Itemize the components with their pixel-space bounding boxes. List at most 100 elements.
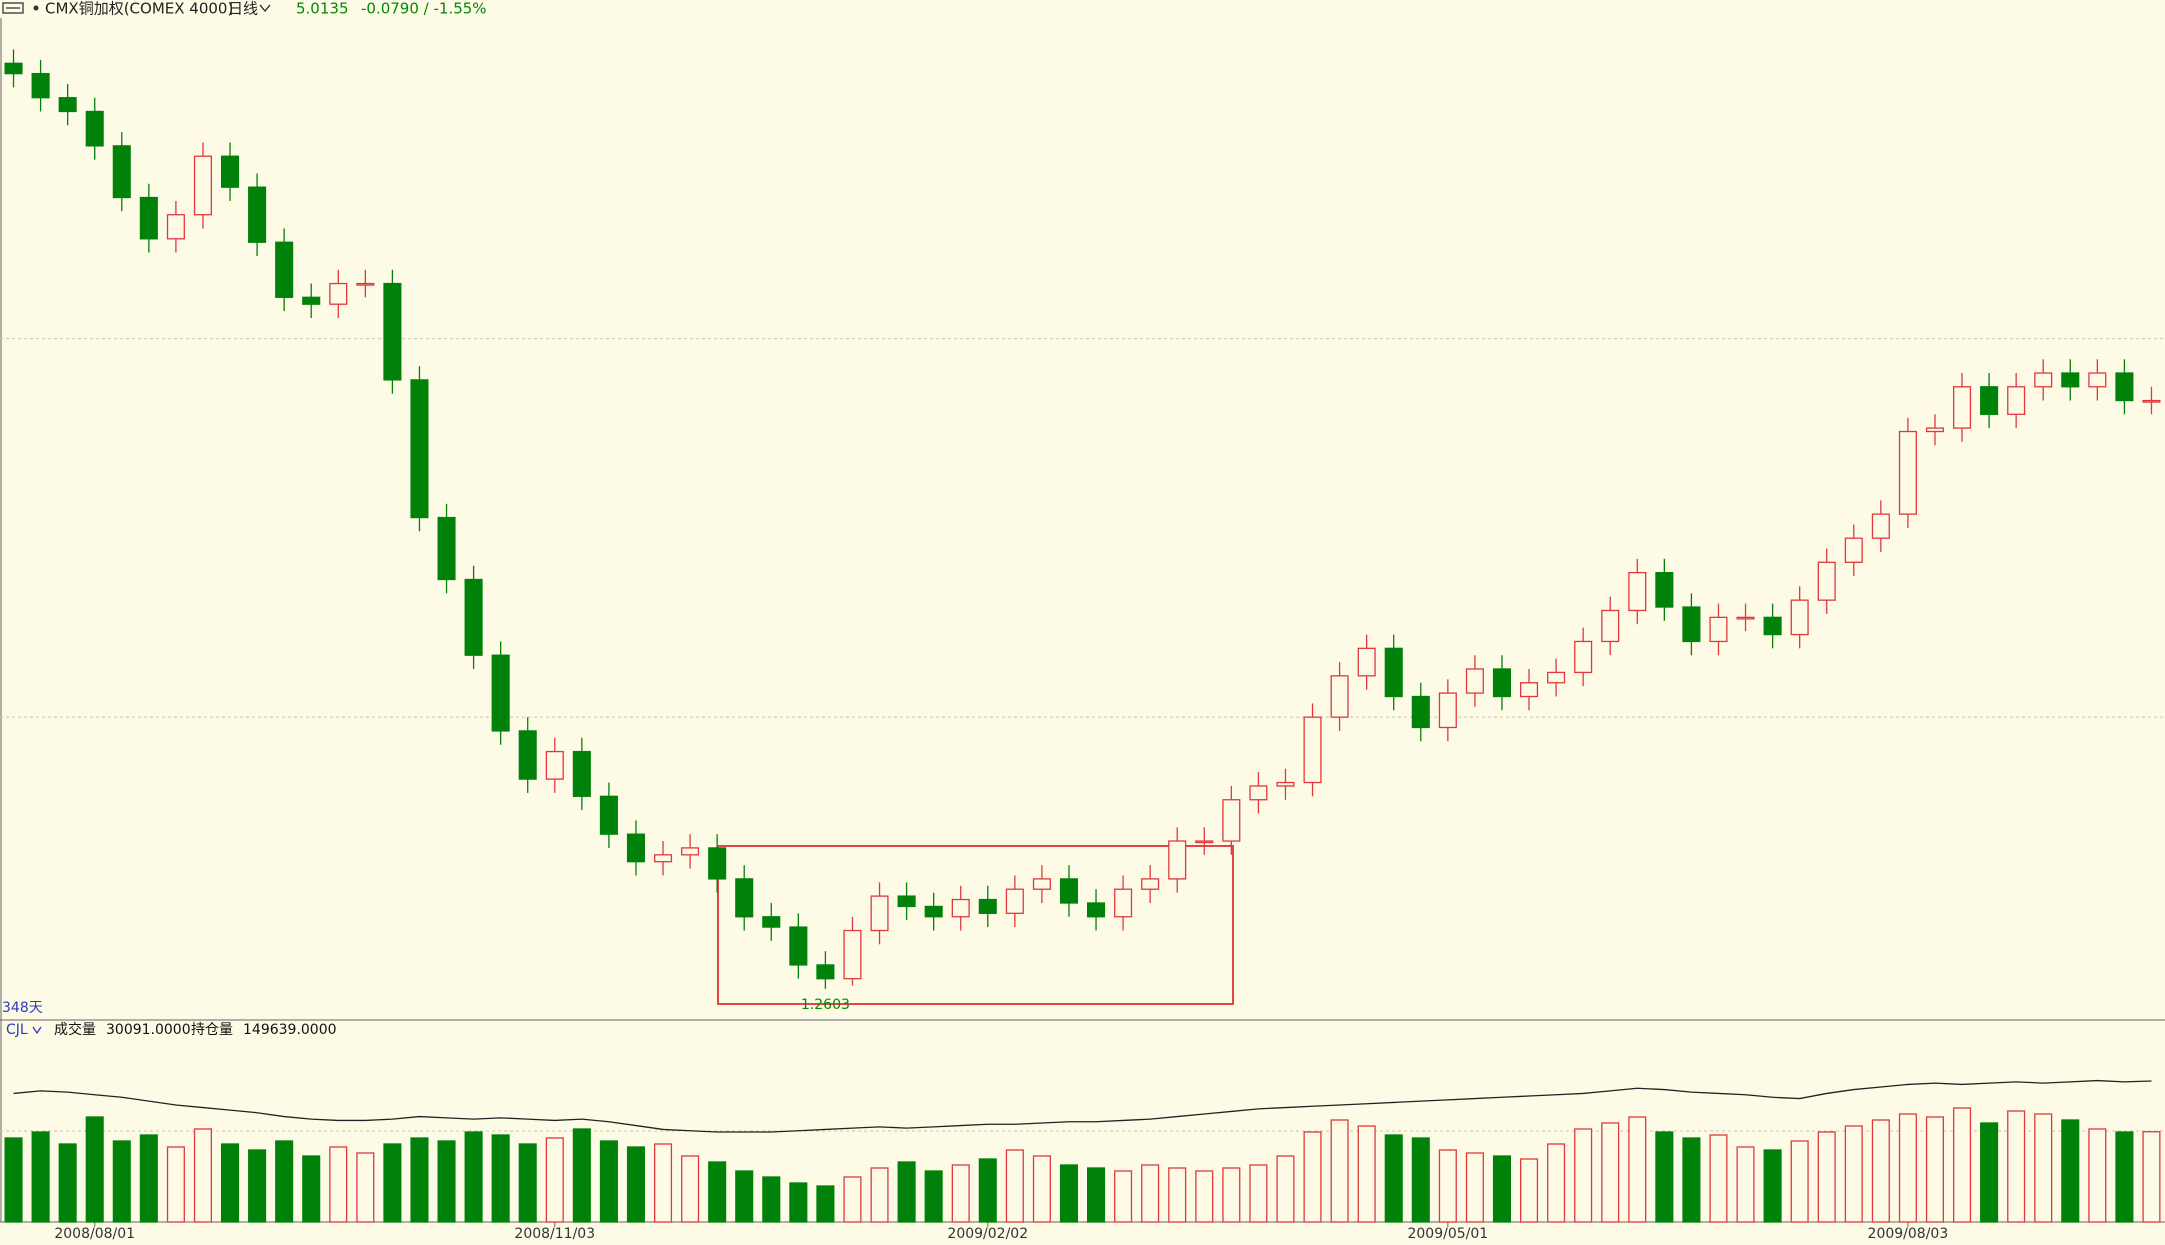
candle-body bbox=[1709, 616, 1728, 643]
volume-bar bbox=[4, 1137, 23, 1223]
volume-bar bbox=[1574, 1128, 1593, 1223]
candle-body bbox=[735, 878, 754, 918]
candle-body bbox=[870, 895, 889, 932]
symbol: CMX铜加权(COMEX 4000) bbox=[45, 0, 233, 18]
candle-body bbox=[1303, 716, 1322, 784]
volume-bar bbox=[1438, 1149, 1457, 1223]
candle-body bbox=[1952, 386, 1972, 429]
candle-body bbox=[1411, 695, 1430, 729]
volume-legend: 成交量 bbox=[54, 1021, 96, 1038]
bullet bbox=[33, 5, 39, 11]
volume-bar bbox=[2142, 1131, 2161, 1223]
candle-body bbox=[2007, 386, 2026, 415]
volume-bar bbox=[1519, 1158, 1539, 1223]
candle-body bbox=[1790, 599, 1809, 636]
candle-body bbox=[1005, 888, 1024, 914]
volume-bar bbox=[1059, 1164, 1079, 1223]
volume-bar bbox=[356, 1152, 375, 1223]
candle-body bbox=[599, 795, 618, 835]
candle-body bbox=[1357, 647, 1376, 677]
candle-body bbox=[1032, 878, 1051, 890]
candle-body bbox=[518, 730, 537, 780]
candle-body bbox=[1222, 799, 1241, 842]
volume-bar bbox=[2034, 1113, 2053, 1223]
volume-bar bbox=[2061, 1119, 2080, 1223]
volume-bar bbox=[1168, 1167, 1187, 1223]
candle-body bbox=[1655, 571, 1674, 608]
candle-body bbox=[2034, 372, 2053, 388]
candle-body bbox=[924, 905, 943, 918]
candle-body bbox=[193, 155, 213, 216]
volume-bar bbox=[2007, 1110, 2026, 1223]
volume-bar bbox=[1844, 1125, 1863, 1223]
candle-body bbox=[951, 898, 970, 918]
volume-bar bbox=[816, 1185, 835, 1223]
volume-bar bbox=[789, 1182, 808, 1223]
candle-body bbox=[626, 833, 646, 863]
candle-body bbox=[356, 282, 375, 286]
volume-bar bbox=[1465, 1152, 1484, 1223]
volume-bar bbox=[1384, 1134, 1403, 1223]
candle-body bbox=[275, 241, 294, 298]
volume-bar bbox=[193, 1128, 213, 1223]
volume-bar bbox=[1032, 1155, 1051, 1223]
indicator-name[interactable]: CJL bbox=[6, 1022, 28, 1038]
indicator-dropdown[interactable] bbox=[32, 1026, 42, 1035]
oi-legend: 持仓量 bbox=[191, 1022, 233, 1038]
volume-bar bbox=[1357, 1125, 1376, 1223]
candle-body bbox=[545, 750, 564, 780]
candle-body bbox=[166, 214, 185, 240]
volume-bar bbox=[518, 1143, 537, 1223]
candle-body bbox=[978, 898, 997, 914]
volume-bar bbox=[924, 1170, 943, 1223]
volume-bar bbox=[1411, 1137, 1430, 1223]
volume-bar bbox=[139, 1134, 158, 1223]
candle-body bbox=[437, 516, 456, 581]
volume-bar bbox=[1817, 1131, 1836, 1223]
volume-bar bbox=[653, 1143, 673, 1223]
period-dropdown[interactable] bbox=[259, 4, 271, 13]
volume-bar bbox=[626, 1146, 646, 1223]
volume-bar bbox=[464, 1131, 483, 1223]
volume-readout: 30091.0000 bbox=[106, 1022, 191, 1038]
volume-bar bbox=[1195, 1170, 1214, 1223]
volume-bar bbox=[1547, 1143, 1566, 1223]
candle-body bbox=[2115, 372, 2134, 402]
candle-body bbox=[1817, 561, 1836, 601]
candle-body bbox=[653, 854, 673, 863]
volume-bar bbox=[897, 1161, 916, 1223]
menu-icon[interactable] bbox=[2, 2, 24, 14]
x-tick-label: 2009/02/02 bbox=[947, 1226, 1028, 1242]
price-change: -0.0790 / -1.55% bbox=[361, 0, 487, 18]
candle-body bbox=[1519, 682, 1539, 698]
candle-body bbox=[681, 847, 700, 856]
span-label: 348天 bbox=[2, 1000, 43, 1016]
volume-bar bbox=[572, 1128, 591, 1223]
volume-bar bbox=[870, 1167, 889, 1223]
volume-bar bbox=[1249, 1164, 1268, 1223]
x-tick-label: 2009/05/01 bbox=[1407, 1226, 1488, 1242]
candle-body bbox=[410, 379, 429, 519]
period[interactable]: 日线 bbox=[228, 0, 258, 18]
volume-bar bbox=[85, 1116, 104, 1223]
candle-body bbox=[248, 186, 267, 243]
volume-bar bbox=[762, 1176, 781, 1223]
candle-body bbox=[1141, 878, 1160, 890]
candle-body bbox=[1601, 609, 1620, 643]
candle-body bbox=[2061, 372, 2080, 388]
volume-bar bbox=[1114, 1170, 1133, 1223]
candle-body bbox=[708, 847, 727, 880]
candle-body bbox=[897, 895, 916, 908]
candle-body bbox=[1384, 647, 1403, 698]
open-interest-line bbox=[13, 1079, 2152, 1133]
candle-body bbox=[572, 750, 591, 797]
volume-bar bbox=[166, 1146, 185, 1223]
volume-bar bbox=[491, 1134, 510, 1223]
volume-bar bbox=[708, 1161, 727, 1223]
volume-bar bbox=[1276, 1155, 1295, 1223]
candle-body bbox=[112, 145, 131, 199]
volume-bar bbox=[1980, 1122, 1999, 1223]
volume-bar bbox=[978, 1158, 997, 1223]
